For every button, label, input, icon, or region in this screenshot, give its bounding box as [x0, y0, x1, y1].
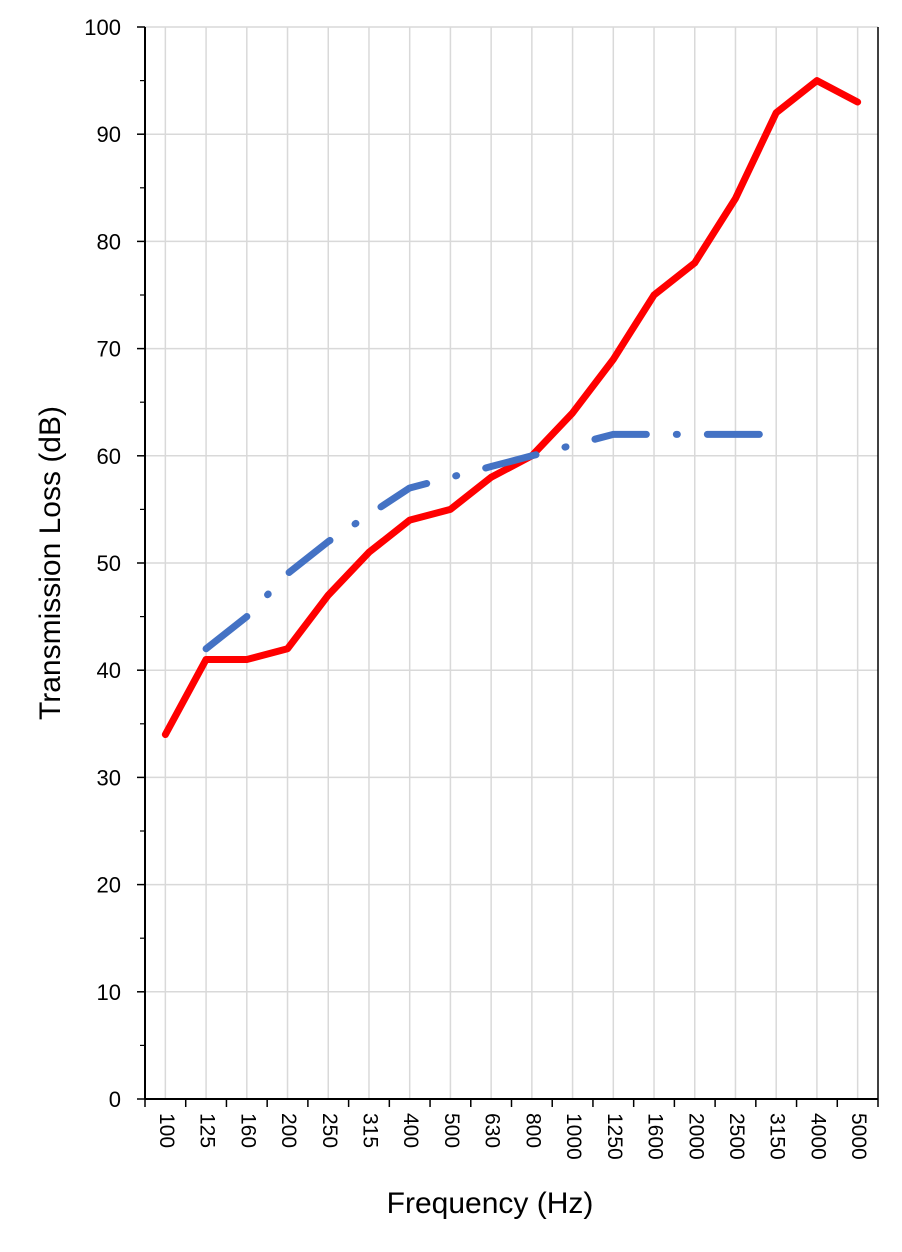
x-tick-label: 200 [277, 1113, 300, 1148]
y-tick-label: 80 [97, 229, 121, 254]
y-tick-label: 70 [97, 337, 121, 362]
x-tick-label: 4000 [806, 1113, 829, 1160]
x-tick-label: 800 [521, 1113, 544, 1148]
y-tick-label: 90 [97, 122, 121, 147]
x-tick-label: 630 [481, 1113, 504, 1148]
x-tick-label: 500 [440, 1113, 463, 1148]
y-tick-label: 60 [97, 444, 121, 469]
x-tick-label: 160 [236, 1113, 259, 1148]
x-tick-label: 2500 [725, 1113, 748, 1160]
y-tick-label: 30 [97, 765, 121, 790]
x-tick-label: 3150 [766, 1113, 789, 1160]
y-tick-label: 10 [97, 980, 121, 1005]
x-tick-label: 125 [196, 1113, 219, 1148]
x-tick-label: 1600 [644, 1113, 667, 1160]
series-line-2 [202, 430, 780, 653]
y-axis-title: Transmission Loss (dB) [34, 406, 67, 720]
x-tick-label: 400 [399, 1113, 422, 1148]
x-tick-label: 315 [358, 1113, 381, 1148]
x-tick-label: 2000 [684, 1113, 707, 1160]
x-tick-label: 1000 [562, 1113, 585, 1160]
y-tick-label: 100 [84, 15, 121, 40]
x-tick-labels: 100 125 160 200 250 315 400 500 630 800 1000 1250 16… [155, 1113, 870, 1160]
x-axis-title: Frequency (Hz) [387, 1187, 594, 1220]
x-tick-label: 250 [318, 1113, 341, 1148]
x-tick-label: 1250 [603, 1113, 626, 1160]
y-tick-labels: 0 10 20 30 40 50 60 70 80 90 100 [84, 15, 121, 1112]
y-tick-label: 0 [109, 1087, 121, 1112]
series-lines [161, 77, 862, 739]
y-tick-label: 50 [97, 551, 121, 576]
series-line-1 [161, 77, 862, 739]
y-tick-label: 40 [97, 658, 121, 683]
x-tick-label: 5000 [847, 1113, 870, 1160]
axes [137, 26, 879, 1107]
gridlines [145, 26, 878, 1099]
y-tick-label: 20 [97, 873, 121, 898]
x-tick-label: 100 [155, 1113, 178, 1148]
